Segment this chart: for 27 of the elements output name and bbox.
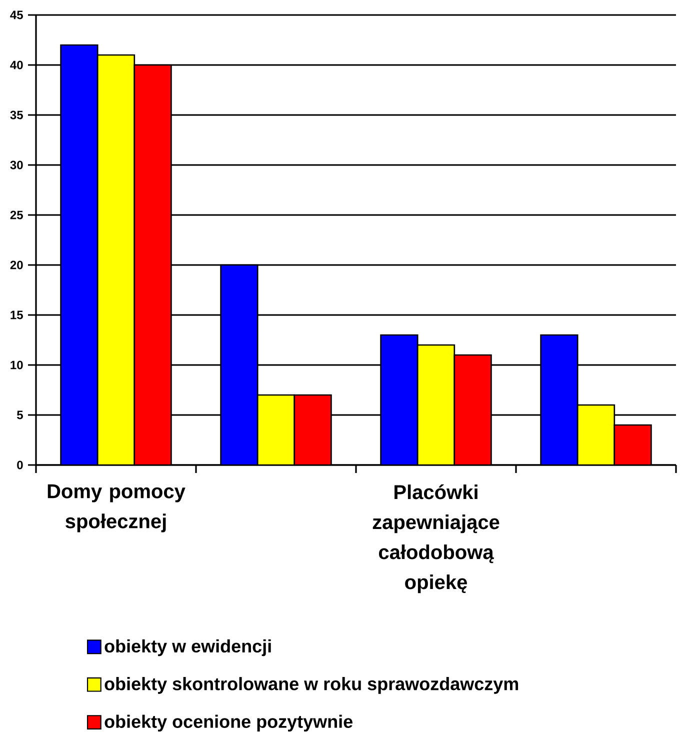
y-tick-label: 0 xyxy=(17,460,23,470)
legend-label: obiekty w ewidencji xyxy=(104,639,271,656)
bar xyxy=(418,345,455,465)
bar xyxy=(98,54,135,465)
legend-label: obiekty ocenione pozytywnie xyxy=(104,714,353,732)
bar xyxy=(134,65,172,465)
y-tick-label: 45 xyxy=(10,10,24,20)
y-tick-label: 5 xyxy=(17,410,24,420)
bar xyxy=(454,355,492,465)
bar xyxy=(614,424,652,465)
bar xyxy=(60,44,98,465)
bar xyxy=(258,395,295,465)
x-tick-label: Domy pomocy społecznej xyxy=(48,484,186,532)
x-tick-label: Placówki zapewniające całodobową opiekę xyxy=(372,484,500,594)
bar xyxy=(540,334,578,465)
bar xyxy=(294,395,332,465)
bar xyxy=(380,335,418,465)
y-tick-label: 30 xyxy=(10,160,23,170)
y-tick-label: 35 xyxy=(10,110,24,120)
y-tick-label: 10 xyxy=(10,360,23,370)
y-tick-label: 20 xyxy=(10,260,23,270)
bar xyxy=(220,265,258,465)
legend-label: obiekty skontrolowane w roku sprawozdawczym xyxy=(104,677,518,694)
y-tick-label: 25 xyxy=(10,210,24,220)
bar xyxy=(577,404,616,465)
y-tick-label: 15 xyxy=(10,310,24,320)
y-tick-label: 40 xyxy=(10,60,23,70)
